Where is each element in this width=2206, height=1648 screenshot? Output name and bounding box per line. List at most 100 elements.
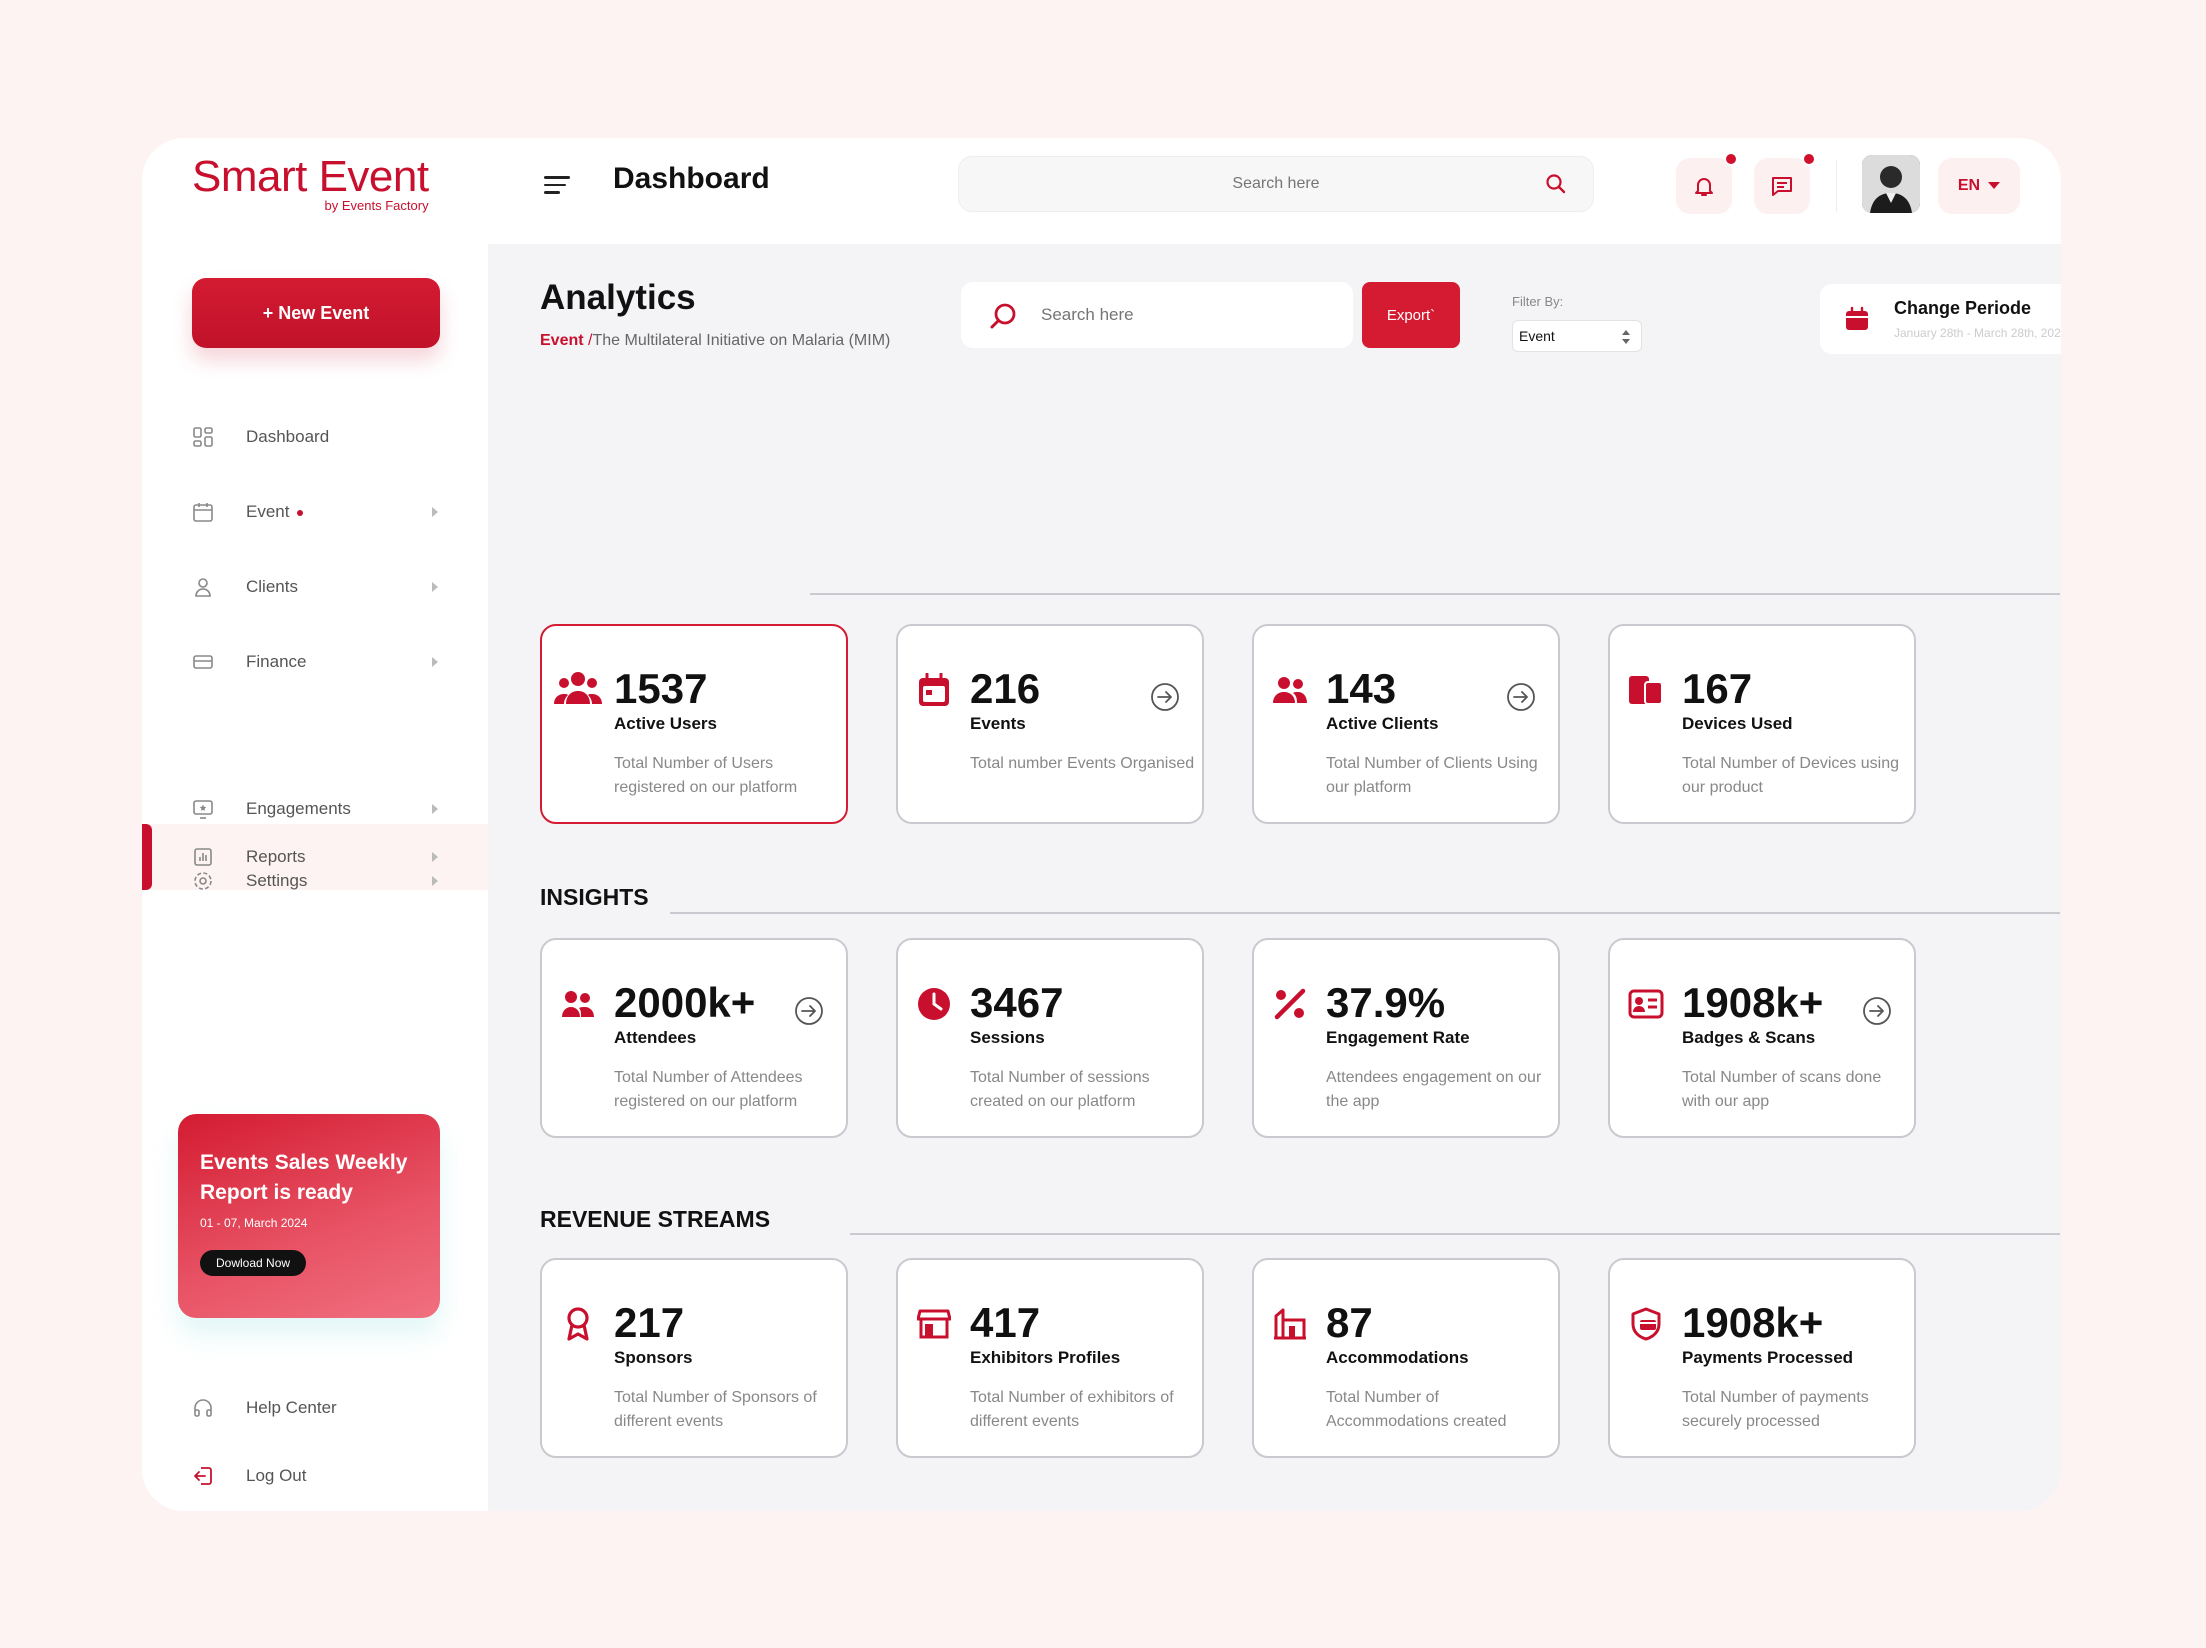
stat-card-active-users[interactable]: 1537 Active Users Total Number of Users … xyxy=(540,624,848,824)
search-icon[interactable] xyxy=(1545,173,1567,199)
stat-label: Events xyxy=(970,714,1026,733)
stat-label: Active Clients xyxy=(1326,714,1439,733)
chevron-right-icon xyxy=(432,657,438,667)
sidebar-item-label: Finance xyxy=(246,652,307,671)
help-center-link[interactable]: Help Center xyxy=(142,1388,488,1428)
chevron-right-icon xyxy=(432,852,438,862)
sidebar-item-dashboard[interactable]: Dashboard xyxy=(142,404,488,470)
sidebar-item-event[interactable]: Event xyxy=(142,479,488,545)
user-icon xyxy=(195,578,211,597)
clock-icon xyxy=(908,984,960,1024)
stat-label: Accommodations xyxy=(1326,1348,1469,1367)
stat-card-engagement-rate[interactable]: 37.9% Engagement Rate Attendees engageme… xyxy=(1252,938,1560,1138)
analytics-search-input[interactable] xyxy=(1041,282,1331,348)
menu-icon[interactable] xyxy=(544,176,570,194)
avatar[interactable] xyxy=(1862,155,1920,213)
stat-description: Total Number of exhibitors of different … xyxy=(970,1389,1174,1430)
search-icon[interactable] xyxy=(989,301,1019,335)
stat-value: 417 xyxy=(970,1299,1041,1346)
chat-icon xyxy=(1772,177,1792,196)
stat-label: Attendees xyxy=(614,1028,697,1047)
card-icon xyxy=(193,655,213,669)
stat-card-devices-used[interactable]: 167 Devices Used Total Number of Devices… xyxy=(1608,624,1916,824)
sidebar-item-reports[interactable]: Reports xyxy=(142,824,488,890)
stat-description: Total number Events Organised xyxy=(970,755,1195,772)
stat-value: 216 xyxy=(970,665,1041,712)
updown-icon xyxy=(1622,330,1630,344)
stat-value: 87 xyxy=(1326,1299,1373,1346)
arrow-right-circle-icon[interactable] xyxy=(1506,682,1536,712)
stat-description: Attendees engagement on our the app xyxy=(1326,1069,1542,1110)
revenue-heading: REVENUE STREAMS xyxy=(540,1206,771,1232)
caret-down-icon xyxy=(1988,182,2001,189)
breadcrumb: Event /The Multilateral Initiative on Ma… xyxy=(540,332,890,350)
stat-value: 143 xyxy=(1326,665,1397,712)
message-dot xyxy=(1802,152,1816,166)
analytics-title: Analytics xyxy=(540,278,696,317)
change-period-dropdown[interactable]: Change Periode January 28th - March 28th… xyxy=(1820,284,2061,354)
notifications-button[interactable] xyxy=(1676,152,1738,214)
breadcrumb-event[interactable]: Event xyxy=(540,332,584,349)
stat-card-payments[interactable]: 1908k+ Payments Processed Total Number o… xyxy=(1608,1258,1916,1458)
header-search-input[interactable] xyxy=(959,157,1593,211)
calendar-icon xyxy=(908,670,960,710)
stat-label: Active Users xyxy=(614,714,718,733)
logo[interactable]: Smart Event by Events Factory xyxy=(192,152,429,213)
chevron-right-icon xyxy=(432,804,438,814)
sidebar-item-settings[interactable]: Settings xyxy=(142,848,488,914)
stat-card-sessions[interactable]: 3467 Sessions Total Number of sessions c… xyxy=(896,938,1204,1138)
devices-icon xyxy=(1620,670,1672,710)
logout-icon xyxy=(194,1467,212,1485)
period-title: Change Periode xyxy=(1894,298,2032,318)
sidebar-item-label: Reports xyxy=(246,847,306,866)
stat-card-accommodations[interactable]: 87 Accommodations Total Number of Accomm… xyxy=(1252,1258,1560,1458)
stat-label: Devices Used xyxy=(1682,714,1793,733)
export-button[interactable]: Export` xyxy=(1362,282,1460,348)
arrow-right-circle-icon[interactable] xyxy=(794,996,824,1026)
stat-card-events[interactable]: 216 Events Total number Events Organised xyxy=(896,624,1204,824)
stat-value: 217 xyxy=(614,1299,685,1346)
sidebar-item-clients[interactable]: Clients xyxy=(142,554,488,620)
stat-card-active-clients[interactable]: 143 Active Clients Total Number of Clien… xyxy=(1252,624,1560,824)
stat-description: Total Number of Attendees registered on … xyxy=(614,1069,803,1110)
store-icon xyxy=(908,1304,960,1344)
sidebar-item-label: Clients xyxy=(246,577,298,596)
monitor-star-icon xyxy=(193,800,213,819)
stat-card-attendees[interactable]: 2000k+ Attendees Total Number of Attende… xyxy=(540,938,848,1138)
arrow-right-circle-icon[interactable] xyxy=(1150,682,1180,712)
stat-value: 2000k+ xyxy=(614,979,756,1026)
period-range: January 28th - March 28th, 2024 xyxy=(1894,326,2061,340)
main-content: Analytics Event /The Multilateral Initia… xyxy=(488,244,2061,1511)
stat-description: Total Number of Devices using our produc… xyxy=(1682,755,1899,796)
stat-card-badges-scans[interactable]: 1908k+ Badges & Scans Total Number of sc… xyxy=(1608,938,1916,1138)
filter-value: Event xyxy=(1519,328,1555,344)
section-divider xyxy=(670,912,2060,914)
app-window: Smart Event by Events Factory Dashboard … xyxy=(142,138,2061,1511)
promo-title: Events Sales Weekly Report is ready xyxy=(200,1151,408,1204)
sidebar-item-label: Engagements xyxy=(246,799,351,818)
sidebar-item-engagements[interactable]: Engagements xyxy=(142,776,488,842)
breadcrumb-current: The Multilateral Initiative on Malaria (… xyxy=(592,332,891,349)
chart-icon xyxy=(194,848,212,866)
language-selector[interactable]: EN xyxy=(1938,158,2020,214)
stat-description: Total Number of Clients Using our platfo… xyxy=(1326,755,1538,796)
logout-link[interactable]: Log Out xyxy=(142,1456,488,1496)
section-divider xyxy=(810,593,2060,595)
stat-value: 167 xyxy=(1682,665,1753,712)
users-group-icon xyxy=(552,670,604,710)
insights-heading: INSIGHTS xyxy=(540,884,649,910)
download-button[interactable]: Dowload Now xyxy=(200,1250,307,1276)
language-label: EN xyxy=(1957,177,1981,194)
sidebar-item-finance[interactable]: Finance xyxy=(142,629,488,695)
new-event-button[interactable]: + New Event xyxy=(192,278,440,348)
arrow-right-circle-icon[interactable] xyxy=(1862,996,1892,1026)
filter-select[interactable]: Event xyxy=(1512,320,1642,352)
stat-description: Total Number of payments securely proces… xyxy=(1682,1389,1869,1430)
stat-card-exhibitors[interactable]: 417 Exhibitors Profiles Total Number of … xyxy=(896,1258,1204,1458)
messages-button[interactable] xyxy=(1754,152,1816,214)
shield-card-icon xyxy=(1620,1304,1672,1344)
stat-label: Engagement Rate xyxy=(1326,1028,1470,1047)
stat-value: 37.9% xyxy=(1326,979,1446,1026)
calendar-icon xyxy=(1846,306,1868,330)
stat-card-sponsors[interactable]: 217 Sponsors Total Number of Sponsors of… xyxy=(540,1258,848,1458)
